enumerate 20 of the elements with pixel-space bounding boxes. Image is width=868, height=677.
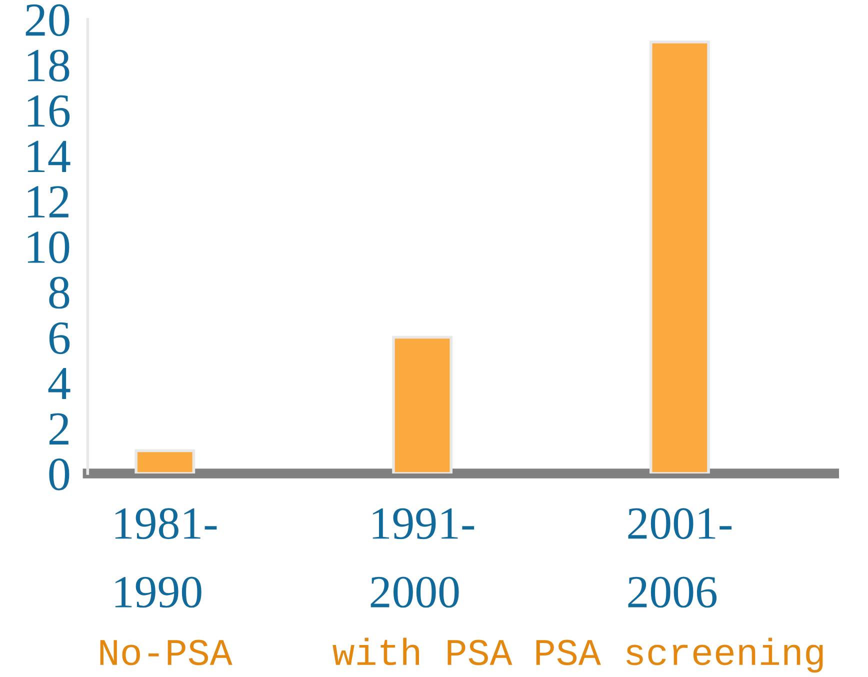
- y-tick-label: 2: [49, 413, 68, 444]
- bar: [392, 336, 453, 474]
- x-tick-label: 1991- 2000: [370, 508, 474, 608]
- y-tick-label: 18: [28, 50, 70, 82]
- y-tick-label: 6: [49, 322, 70, 354]
- y-tick-label: 4: [48, 368, 70, 400]
- text: with PSA: [332, 638, 512, 666]
- bar: [649, 40, 710, 474]
- x-tick-label: 1981- 1990: [115, 508, 217, 608]
- bar: [134, 449, 196, 474]
- y-tick-label: 10: [28, 231, 70, 264]
- y-tick-label: 20: [26, 4, 70, 36]
- y-tick-label: 0: [49, 458, 70, 490]
- y-tick-label: 16: [28, 95, 70, 127]
- y-tick-label: 8: [49, 276, 70, 309]
- y-tick-label: 12: [28, 186, 68, 218]
- text: No-PSA: [100, 640, 232, 666]
- text: PSA screening: [536, 638, 823, 673]
- y-tick-label: 14: [28, 140, 70, 172]
- x-tick-label: 2001- 2006: [628, 508, 732, 608]
